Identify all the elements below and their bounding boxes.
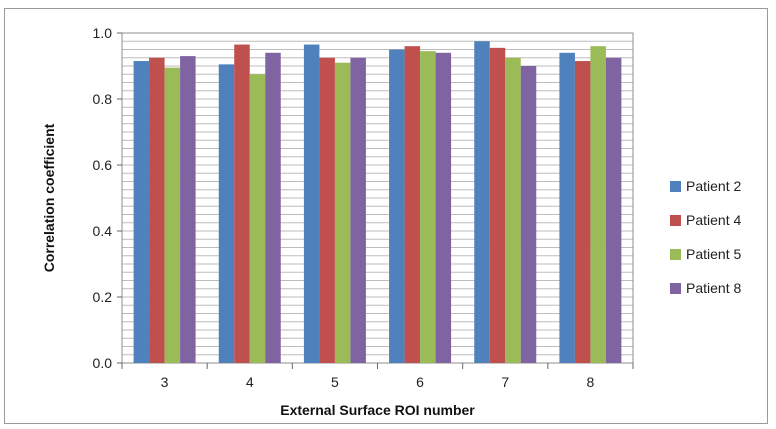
bar-patient-8-roi-7 <box>520 66 537 363</box>
bar-patient-8-roi-3 <box>180 56 196 363</box>
bar-patient-5-roi-8 <box>590 46 606 363</box>
bar-patient-5-roi-4 <box>249 74 266 363</box>
bar-patient-2-roi-5 <box>303 44 320 364</box>
bar-patient-2-roi-7 <box>474 41 490 363</box>
bar-patient-8-roi-6 <box>435 52 452 364</box>
bar-patient-4-roi-8 <box>574 61 591 364</box>
bar-patient-8-roi-4 <box>265 52 281 364</box>
x-tick-label: 3 <box>161 374 169 390</box>
bar-patient-4-roi-6 <box>404 46 421 363</box>
bar-patient-5-roi-5 <box>334 62 351 363</box>
x-axis-title: External Surface ROI number <box>280 402 475 418</box>
y-axis-title: Correlation coefficient <box>41 123 57 272</box>
bar-patient-2-roi-3 <box>133 61 150 364</box>
x-tick-label: 5 <box>331 374 339 390</box>
y-tick-label: 0.8 <box>93 91 113 107</box>
bar-patient-2-roi-6 <box>389 49 405 363</box>
x-tick-label: 4 <box>246 374 254 390</box>
bar-patient-4-roi-7 <box>489 47 506 363</box>
legend-swatch <box>670 215 681 226</box>
bar-patient-2-roi-8 <box>559 52 575 364</box>
legend-label: Patient 8 <box>686 280 741 296</box>
x-tick-label: 7 <box>501 374 509 390</box>
legend-label: Patient 2 <box>686 178 741 194</box>
legend-label: Patient 5 <box>686 246 741 262</box>
y-tick-label: 0.6 <box>93 157 113 173</box>
bar-patient-2-roi-4 <box>218 64 235 363</box>
x-tick-label: 6 <box>416 374 424 390</box>
bar-patient-5-roi-6 <box>420 51 436 364</box>
y-tick-label: 0.0 <box>93 355 113 371</box>
y-tick-label: 1.0 <box>93 25 113 41</box>
bar-patient-5-roi-3 <box>164 67 181 364</box>
legend-swatch <box>670 249 681 260</box>
x-tick-label: 8 <box>587 374 595 390</box>
bar-patient-4-roi-5 <box>319 57 335 363</box>
bar-patient-4-roi-3 <box>149 57 165 363</box>
y-tick-label: 0.4 <box>93 223 113 239</box>
legend-swatch <box>670 181 681 192</box>
bar-patient-8-roi-8 <box>605 57 622 363</box>
legend-swatch <box>670 283 681 294</box>
legend-label: Patient 4 <box>686 212 741 228</box>
bar-patient-5-roi-7 <box>505 57 521 363</box>
bar-patient-8-roi-5 <box>350 57 366 363</box>
y-tick-label: 0.2 <box>93 289 113 305</box>
bar-patient-4-roi-4 <box>234 44 250 364</box>
